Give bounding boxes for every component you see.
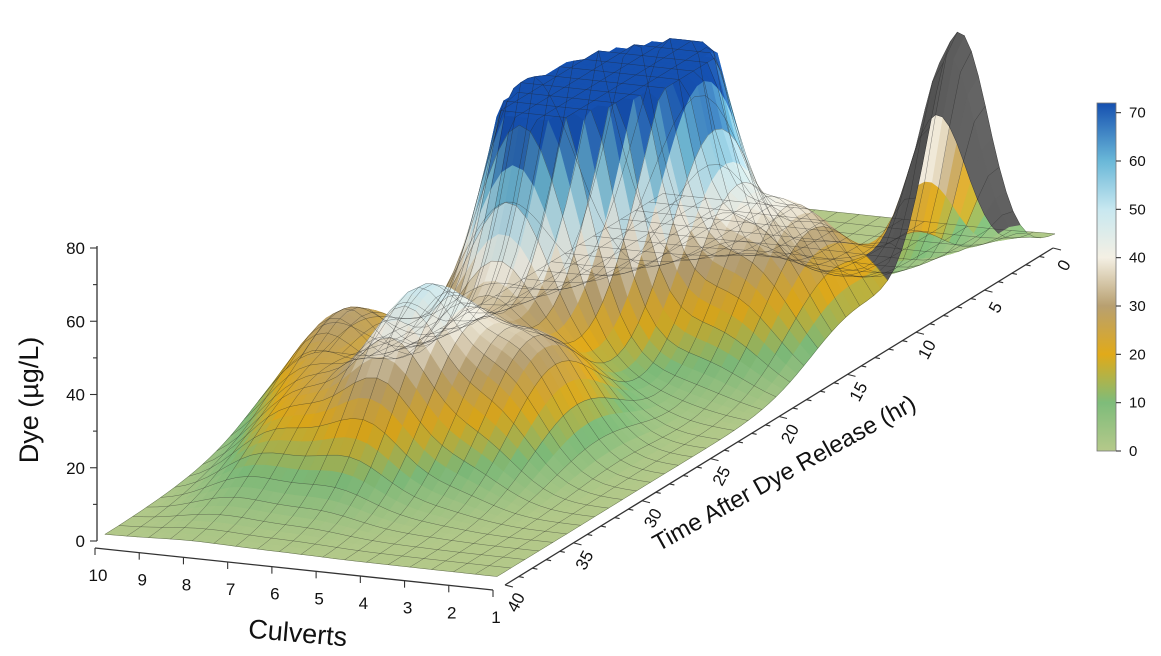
- x-tick-label: 9: [137, 571, 146, 590]
- x-tick-label: 7: [226, 580, 235, 599]
- y-minor-tick: [1011, 272, 1018, 275]
- y-minor-tick: [902, 340, 908, 343]
- x-tick-label: 3: [403, 599, 412, 618]
- colorbar-tick-label: 40: [1129, 250, 1146, 267]
- mesh-lines: [104, 31, 1056, 577]
- y-tick: [641, 500, 651, 504]
- y-tick: [915, 331, 925, 335]
- colorbar-rect: [1096, 102, 1117, 452]
- colorbar-tick-label: 10: [1129, 395, 1146, 412]
- y-minor-tick: [888, 348, 894, 351]
- y-minor-tick: [943, 314, 949, 317]
- y-tick: [573, 542, 582, 546]
- y-tick: [778, 415, 788, 420]
- x-tick-label: 5: [314, 589, 323, 608]
- y-tick-label: 25: [709, 463, 735, 489]
- y-minor-tick: [819, 390, 826, 393]
- x-tick-label: 8: [182, 575, 191, 594]
- y-minor-tick: [765, 424, 771, 427]
- y-tick: [847, 373, 856, 377]
- colorbar-tick-label: 20: [1129, 346, 1146, 363]
- y-tick-label: 15: [846, 379, 872, 405]
- y-tick-label: 20: [777, 421, 803, 447]
- y-minor-tick: [587, 533, 593, 536]
- y-tick-label: 35: [572, 547, 598, 573]
- y-minor-tick: [751, 432, 757, 435]
- y-minor-tick: [532, 567, 538, 570]
- y-minor-tick: [724, 449, 730, 452]
- x-tick-label: 1: [491, 608, 500, 627]
- colorbar-tick-label: 50: [1129, 201, 1146, 218]
- y-tick: [1052, 247, 1062, 251]
- y-minor-tick: [874, 356, 881, 360]
- surface-mesh: [104, 31, 1056, 577]
- colorbar-tick-label: 30: [1129, 298, 1146, 315]
- y-minor-tick: [737, 441, 744, 444]
- y-tick: [984, 289, 993, 293]
- x-tick-label: 4: [359, 594, 368, 613]
- y-minor-tick: [669, 483, 675, 486]
- y-tick: [504, 584, 514, 588]
- y-minor-tick: [833, 382, 839, 385]
- y-minor-tick: [614, 517, 620, 520]
- y-tick-label: 40: [503, 590, 529, 616]
- y-minor-tick: [929, 323, 935, 326]
- y-minor-tick: [655, 491, 661, 494]
- z-tick-label: 40: [66, 386, 85, 405]
- y-minor-tick: [998, 281, 1004, 284]
- x-axis-title: Culverts: [247, 614, 348, 653]
- y-minor-tick: [806, 399, 812, 402]
- z-tick-label: 60: [66, 312, 85, 331]
- colorbar-tick-label: 70: [1129, 105, 1146, 122]
- y-minor-tick: [861, 365, 867, 368]
- y-tick: [710, 458, 719, 462]
- y-minor-tick: [696, 466, 702, 469]
- y-minor-tick: [970, 298, 976, 301]
- y-minor-tick: [628, 508, 634, 511]
- y-minor-tick: [1039, 255, 1045, 258]
- z-tick-label: 80: [66, 239, 85, 258]
- y-tick-label: 5: [985, 299, 1006, 316]
- z-axis-title: Dye (µg/L): [14, 337, 44, 464]
- z-tick-label: 20: [66, 459, 85, 478]
- y-minor-tick: [956, 306, 963, 309]
- y-minor-tick: [545, 559, 552, 562]
- y-minor-tick: [1025, 264, 1031, 267]
- x-tick-label: 2: [447, 603, 456, 622]
- x-tick-label: 6: [270, 585, 279, 604]
- y-tick-label: 0: [1054, 257, 1075, 274]
- x-tick-label: 10: [89, 566, 108, 585]
- y-minor-tick: [559, 550, 565, 553]
- colorbar-tick-label: 0: [1129, 443, 1137, 460]
- colorbar-tick-label: 60: [1129, 153, 1146, 170]
- z-tick-label: 0: [76, 532, 85, 551]
- y-minor-tick: [518, 576, 524, 579]
- y-minor-tick: [682, 474, 689, 478]
- y-tick-label: 10: [914, 337, 940, 363]
- y-minor-tick: [600, 525, 607, 528]
- x-axis-line: [94, 547, 494, 591]
- y-minor-tick: [792, 407, 798, 410]
- colorbar: 0 10 20 30 40 50 60 70: [1096, 102, 1146, 460]
